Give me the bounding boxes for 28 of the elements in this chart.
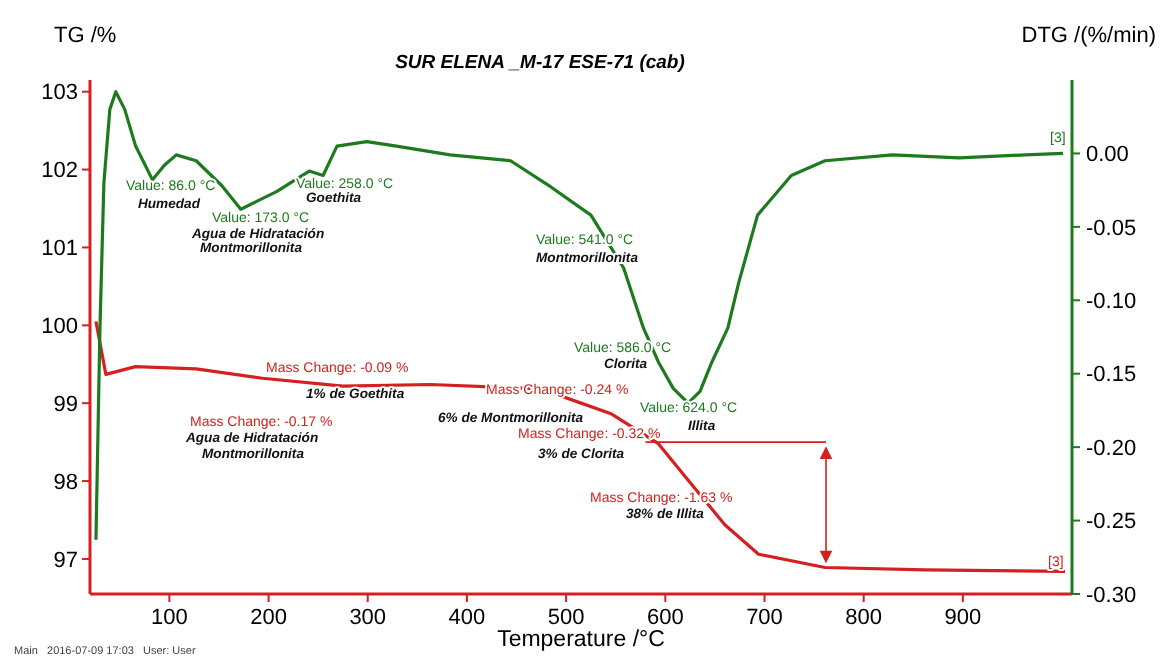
x-tick-label: 700 <box>746 606 783 630</box>
y2-tick-label: -0.15 <box>1086 363 1137 388</box>
y-axis-title: TG /% <box>54 24 117 48</box>
y2-tick-label: -0.20 <box>1086 436 1137 461</box>
y2-tick-label: -0.30 <box>1086 583 1137 608</box>
y2-tick-label: -0.25 <box>1086 510 1137 535</box>
x-tick-label: 300 <box>349 606 387 630</box>
x-tick-label: 500 <box>547 606 585 630</box>
x-tick-label: 800 <box>845 606 883 630</box>
x-tick-label: 200 <box>250 606 287 630</box>
line-series <box>94 90 1065 542</box>
y-tick-label: 98 <box>53 470 78 495</box>
y-tick-label: 102 <box>41 159 78 184</box>
y-tick-label: 97 <box>53 548 78 573</box>
x-tick-label: 100 <box>150 606 188 630</box>
y2-tick-label: -0.05 <box>1086 216 1137 241</box>
x-tick-label: 600 <box>646 606 684 630</box>
chart-title: SUR ELENA _M-17 ESE-71 (cab) <box>395 52 685 74</box>
x-axis-title: Temperature /°C <box>497 628 665 652</box>
y2-axis-title: DTG /(%/min) <box>1021 24 1156 48</box>
y2-tick-label: -0.10 <box>1086 289 1137 314</box>
y-tick-label: 101 <box>41 237 78 262</box>
y2-tick-label: 0.00 <box>1086 143 1129 168</box>
y-tick-label: 99 <box>53 392 78 417</box>
y-tick-label: 100 <box>41 315 78 340</box>
x-tick-label: 900 <box>944 606 982 630</box>
x-tick-label: 400 <box>448 606 486 630</box>
y-tick-label: 103 <box>41 81 78 106</box>
